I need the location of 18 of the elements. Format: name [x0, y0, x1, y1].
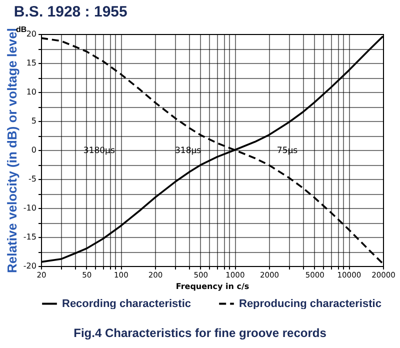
annotation: 75µs [276, 146, 298, 156]
y-tick-label: 15 [26, 58, 36, 68]
y-tick-label: -10 [23, 204, 36, 212]
y-tick-label: 0 [31, 146, 36, 154]
y-tick-label: -15 [23, 232, 36, 242]
y-tick-label: -20 [23, 262, 36, 270]
y-tick-label: 10 [26, 88, 36, 96]
annotation: 3180µs [83, 146, 116, 156]
x-axis-title: Frequency in c/s [176, 282, 250, 291]
legend-label: Recording characteristic [62, 298, 191, 310]
caption: Fig.4 Characteristics for fine groove records [72, 326, 328, 340]
y-tick-label: 20 [26, 30, 36, 38]
chart-title: B.S. 1928 : 1955 [14, 4, 128, 21]
annotation: 318µs [175, 146, 202, 156]
y-tick-label: 5 [31, 116, 36, 126]
legend-label: Reproducing characteristic [239, 298, 382, 310]
text: dB [16, 25, 27, 34]
y-tick-label: -5 [28, 174, 36, 184]
